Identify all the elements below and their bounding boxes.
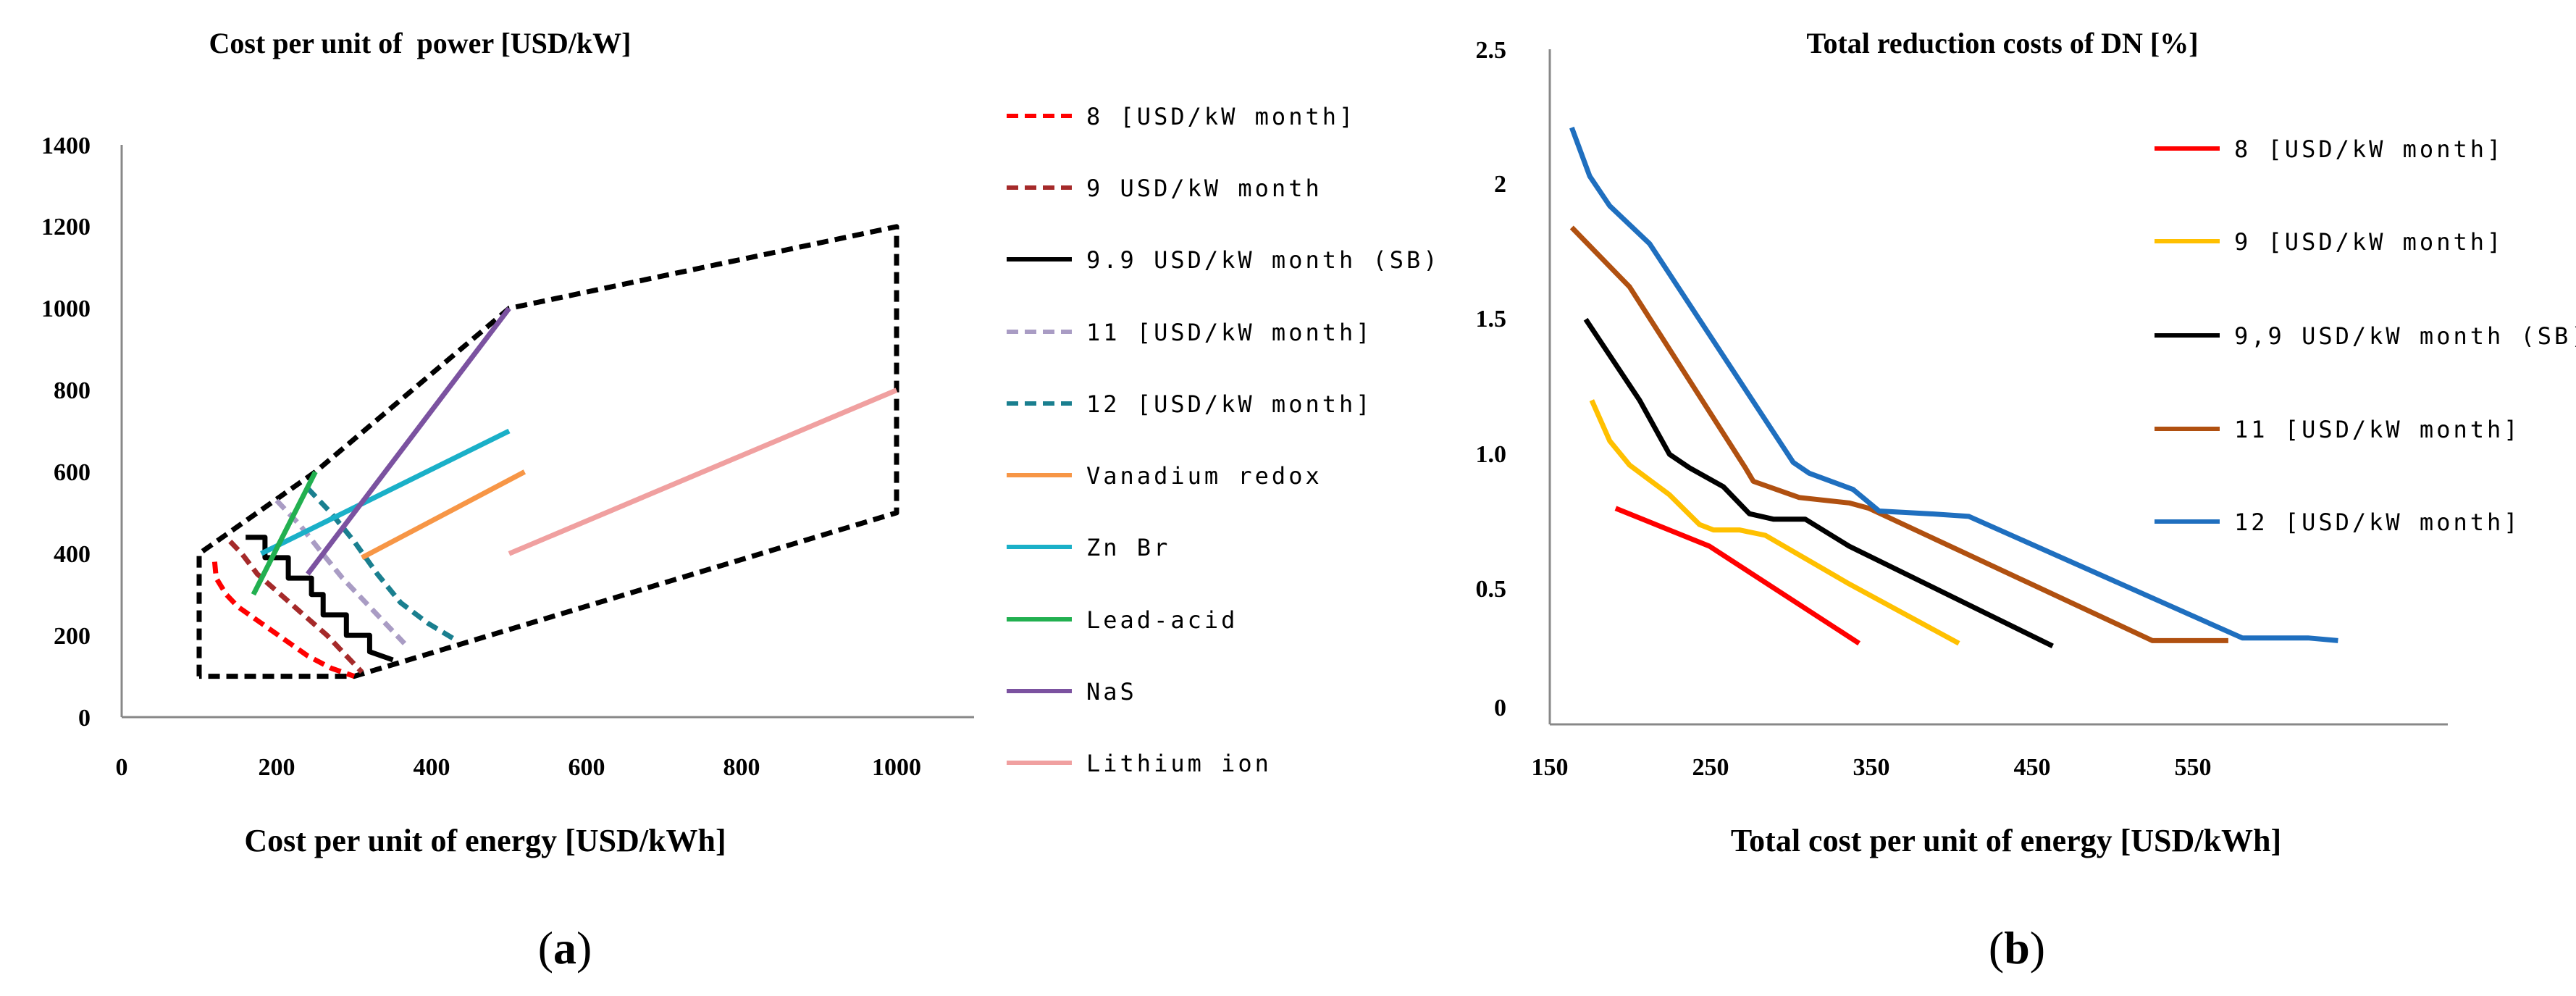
series-line-a-nas [306, 306, 511, 576]
legend-label: Lithium ion [1086, 750, 1272, 777]
panel-a-letter: a [553, 922, 576, 974]
legend-label: 12 [USD/kW month] [2234, 509, 2521, 536]
chart-b-y-tick: 0 [1494, 695, 1506, 721]
series-line-b-12-usd-kw-month [1569, 126, 2338, 643]
chart-a-y-tick: 800 [54, 377, 91, 404]
chart-b-x-tick: 350 [1853, 754, 1890, 781]
chart-a-x-tick: 1000 [872, 754, 921, 781]
series-line-a-9-usd-kw-month [228, 539, 364, 674]
legend-label: 11 [USD/kW month] [1086, 319, 1373, 346]
legend-item-b-12: 12 [USD/kW month] [2155, 509, 2521, 536]
legend-label: 9.9 USD/kW month (SB) [1086, 246, 1440, 274]
chart-b-x-tick: 150 [1532, 754, 1569, 781]
series-line-b-9-usd-kw-month [1589, 399, 1960, 646]
chart-b-x-tick: 250 [1692, 754, 1729, 781]
legend-label: Lead-acid [1086, 606, 1238, 634]
panel-a: Cost per unit of power [USD/kW] 0 200 40… [41, 27, 1440, 974]
series-line-a-zn-br [260, 428, 511, 556]
chart-a-plot-area [196, 224, 899, 679]
chart-b-legend: 8 [USD/kW month] 9 [USD/kW month] 9,9 US… [2155, 135, 2576, 536]
legend-item-a-lithium: Lithium ion [1007, 750, 1272, 777]
legend-label: NaS [1086, 678, 1137, 706]
chart-a-y-tick: 0 [78, 705, 91, 732]
chart-a-title: Cost per unit of power [USD/kW] [209, 27, 632, 59]
chart-a-legend: 8 [USD/kW month] 9 USD/kW month 9.9 USD/… [1007, 103, 1440, 777]
legend-item-a-vanadium: Vanadium redox [1007, 462, 1322, 490]
chart-b-x-ticks: 150 250 350 450 550 [1532, 754, 2212, 781]
legend-label: 8 [USD/kW month] [2234, 135, 2504, 163]
chart-b-y-tick: 1.0 [1476, 441, 1507, 468]
legend-item-a-nas: NaS [1007, 678, 1137, 706]
chart-a-y-ticks: 0 200 400 600 800 1000 1200 1400 [41, 133, 91, 732]
panel-b: Total reduction costs of DN [%] 0 0.5 1.… [1476, 27, 2576, 974]
legend-item-b-8: 8 [USD/kW month] [2155, 135, 2504, 163]
series-line-a-11-usd-kw-month [274, 498, 407, 645]
legend-item-a-znbr: Zn Br [1007, 534, 1170, 561]
chart-a-x-ticks: 0 200 400 600 800 1000 [116, 754, 922, 781]
legend-label: Vanadium redox [1086, 462, 1322, 490]
chart-a-x-label: Cost per unit of energy [USD/kWh] [244, 823, 726, 858]
legend-label: 11 [USD/kW month] [2234, 416, 2521, 443]
chart-b-x-tick: 550 [2175, 754, 2212, 781]
panel-b-label: (b) [1989, 922, 2045, 974]
chart-b-y-ticks: 0 0.5 1.0 1.5 2 2.5 [1476, 37, 1507, 721]
legend-label: 9 USD/kW month [1086, 175, 1322, 202]
chart-a-x-tick: 800 [723, 754, 760, 781]
series-line-b-8-usd-kw-month [1614, 506, 1861, 646]
panel-a-label: (a) [538, 922, 592, 974]
chart-a-x-tick: 200 [259, 754, 295, 781]
legend-item-a-9-9: 9.9 USD/kW month (SB) [1007, 246, 1440, 274]
legend-label: 9,9 USD/kW month (SB) [2234, 322, 2576, 350]
series-line-a-8-usd-kw-month [211, 561, 356, 679]
legend-label: 9 [USD/kW month] [2234, 228, 2504, 256]
series-line-a-vanadium-redox [361, 469, 526, 560]
chart-b-y-tick: 1.5 [1476, 306, 1507, 332]
legend-item-a-12: 12 [USD/kW month] [1007, 390, 1373, 418]
legend-item-b-9: 9 [USD/kW month] [2155, 228, 2504, 256]
chart-a-y-tick: 1400 [41, 133, 91, 159]
legend-item-a-11: 11 [USD/kW month] [1007, 319, 1373, 346]
chart-a-y-tick: 1000 [41, 296, 91, 322]
chart-b-y-tick: 0.5 [1476, 576, 1507, 603]
legend-item-b-11: 11 [USD/kW month] [2155, 416, 2521, 443]
chart-b-x-label: Total cost per unit of energy [USD/kWh] [1731, 823, 2281, 858]
chart-a-y-tick: 400 [54, 541, 91, 568]
legend-label: Zn Br [1086, 534, 1170, 561]
chart-a-y-tick: 600 [54, 459, 91, 486]
series-line-b-11-usd-kw-month [1569, 225, 2228, 643]
series-line-b-9-9-usd-kw-month-sb [1583, 317, 2054, 649]
chart-a-y-tick: 200 [54, 623, 91, 650]
chart-a-envelope-line [196, 224, 899, 679]
legend-item-a-8: 8 [USD/kW month] [1007, 103, 1356, 130]
panel-b-letter: b [2004, 922, 2030, 974]
chart-a-x-tick: 600 [569, 754, 605, 781]
series-line-a-12-usd-kw-month [306, 486, 456, 642]
chart-b-title: Total reduction costs of DN [%] [1806, 27, 2198, 59]
chart-b-x-tick: 450 [2014, 754, 2051, 781]
legend-item-a-9: 9 USD/kW month [1007, 175, 1322, 202]
chart-a-y-tick: 1200 [41, 214, 91, 240]
chart-a-x-tick: 400 [414, 754, 450, 781]
chart-b-plot-area [1569, 126, 2338, 649]
chart-a-x-tick: 0 [116, 754, 128, 781]
series-line-a-lead-acid [251, 470, 318, 596]
legend-label: 8 [USD/kW month] [1086, 103, 1356, 130]
series-line-a-9-9-usd-kw-month-sb [246, 535, 394, 663]
legend-label: 12 [USD/kW month] [1086, 390, 1373, 418]
legend-item-a-lead-acid: Lead-acid [1007, 606, 1238, 634]
series-line-a-lithium-ion [508, 388, 898, 556]
legend-item-b-9-9: 9,9 USD/kW month (SB) [2155, 322, 2576, 350]
chart-b-y-tick: 2 [1494, 171, 1506, 198]
chart-b-y-tick: 2.5 [1476, 37, 1507, 64]
